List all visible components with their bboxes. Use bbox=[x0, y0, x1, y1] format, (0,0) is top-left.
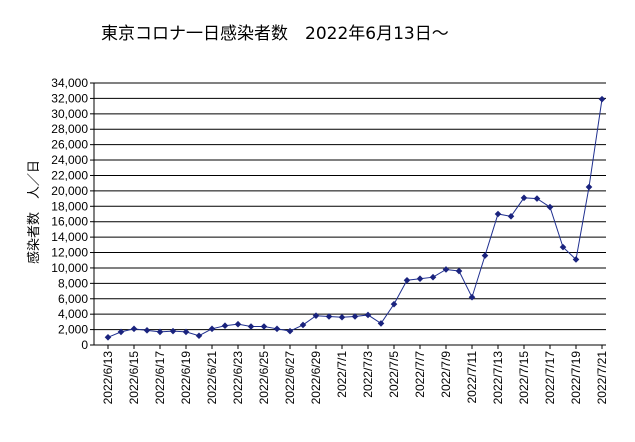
y-tick-label: 28,000 bbox=[51, 122, 88, 136]
x-tick-label: 2022/7/3 bbox=[361, 351, 375, 398]
y-tick-label: 34,000 bbox=[51, 76, 88, 90]
y-tick-label: 6,000 bbox=[58, 292, 88, 306]
series-line bbox=[108, 99, 602, 337]
chart-title: 東京コロナ一日感染者数 2022年6月13日～ bbox=[101, 24, 449, 44]
data-point bbox=[261, 323, 268, 330]
y-tick-labels: 02,0004,0006,0008,00010,00012,00014,0001… bbox=[51, 76, 88, 352]
data-point bbox=[378, 320, 385, 327]
y-tick-label: 10,000 bbox=[51, 261, 88, 275]
y-tick-label: 12,000 bbox=[51, 246, 88, 260]
data-point bbox=[196, 332, 203, 339]
x-tick-label: 2022/7/13 bbox=[491, 351, 505, 405]
data-point bbox=[222, 322, 229, 329]
data-point bbox=[443, 266, 450, 273]
y-tick-label: 30,000 bbox=[51, 107, 88, 121]
y-axis-label: 感染者数 人／日 bbox=[26, 160, 42, 264]
x-tick-label: 2022/6/21 bbox=[205, 351, 219, 405]
data-point bbox=[391, 301, 398, 308]
x-tick-label: 2022/6/19 bbox=[179, 351, 193, 405]
x-tick-label: 2022/7/7 bbox=[413, 351, 427, 398]
series-layer bbox=[105, 96, 606, 341]
data-point bbox=[547, 204, 554, 211]
y-tick-label: 2,000 bbox=[58, 323, 88, 337]
data-point bbox=[105, 334, 112, 341]
data-point bbox=[404, 277, 411, 284]
y-tick-label: 16,000 bbox=[51, 215, 88, 229]
x-tick-label: 2022/7/15 bbox=[517, 351, 531, 405]
data-point bbox=[482, 252, 489, 259]
x-tick-label: 2022/6/23 bbox=[231, 351, 245, 405]
x-tick-label: 2022/6/17 bbox=[153, 351, 167, 405]
y-tick-label: 4,000 bbox=[58, 307, 88, 321]
x-tick-label: 2022/7/17 bbox=[543, 351, 557, 405]
y-tick-label: 18,000 bbox=[51, 199, 88, 213]
data-point bbox=[287, 328, 294, 335]
y-tick-label: 24,000 bbox=[51, 153, 88, 167]
y-tick-label: 14,000 bbox=[51, 230, 88, 244]
data-point bbox=[300, 322, 307, 329]
x-tick-label: 2022/6/29 bbox=[309, 351, 323, 405]
x-tick-label: 2022/6/13 bbox=[101, 351, 115, 405]
x-tick-label: 2022/6/15 bbox=[127, 351, 141, 405]
data-point bbox=[495, 211, 502, 218]
y-tick-label: 20,000 bbox=[51, 184, 88, 198]
data-point bbox=[248, 323, 255, 330]
y-tick-label: 0 bbox=[81, 338, 88, 352]
data-point bbox=[456, 268, 463, 275]
data-point bbox=[417, 275, 424, 282]
x-tick-label: 2022/7/11 bbox=[465, 351, 479, 404]
x-tick-labels: 2022/6/13 2022/6/15 2022/6/17 2022/6/19 2022… bbox=[101, 345, 609, 404]
data-point bbox=[469, 294, 476, 301]
data-point bbox=[235, 321, 242, 328]
data-point bbox=[170, 328, 177, 335]
data-point bbox=[274, 326, 281, 333]
x-tick-label: 2022/7/21 bbox=[595, 351, 609, 405]
y-tick-label: 8,000 bbox=[58, 276, 88, 290]
y-tick-label: 22,000 bbox=[51, 168, 88, 182]
y-tick-label: 26,000 bbox=[51, 138, 88, 152]
x-tick-label: 2022/6/25 bbox=[257, 351, 271, 405]
x-tick-label: 2022/6/27 bbox=[283, 351, 297, 405]
x-tick-label: 2022/7/1 bbox=[335, 351, 349, 398]
data-point bbox=[599, 96, 606, 103]
data-point bbox=[521, 195, 528, 202]
x-tick-label: 2022/7/9 bbox=[439, 351, 453, 398]
gridlines bbox=[90, 83, 606, 345]
data-point bbox=[144, 327, 151, 334]
data-point bbox=[313, 312, 320, 319]
data-point bbox=[365, 312, 372, 319]
data-point bbox=[508, 213, 515, 220]
data-point bbox=[430, 274, 437, 281]
data-point bbox=[339, 314, 346, 321]
data-point bbox=[131, 326, 138, 333]
x-tick-label: 2022/7/19 bbox=[569, 351, 583, 405]
data-point bbox=[209, 326, 216, 333]
data-point bbox=[586, 184, 593, 191]
data-point bbox=[534, 195, 541, 202]
x-tick-label: 2022/7/5 bbox=[387, 351, 401, 398]
y-tick-label: 32,000 bbox=[51, 91, 88, 105]
